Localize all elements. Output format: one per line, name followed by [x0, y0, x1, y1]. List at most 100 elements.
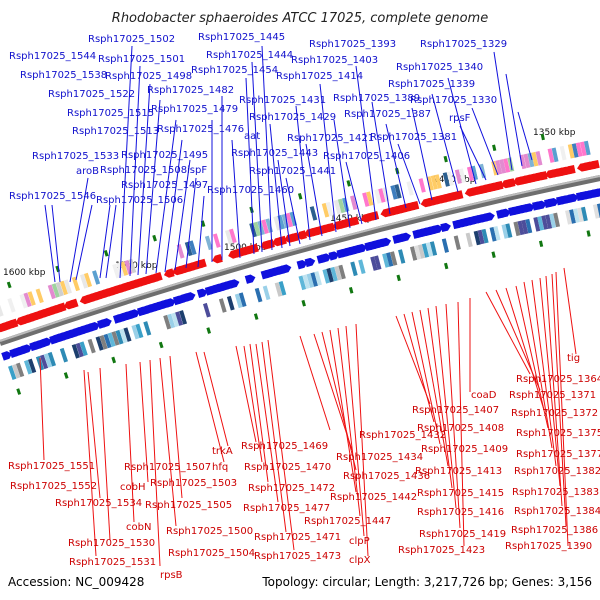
feature-bar [55, 281, 64, 297]
feature-bar [43, 285, 52, 301]
feature-bar [301, 208, 310, 223]
gene-label: Rsph17025_1551 [8, 461, 95, 472]
leader-line [245, 77, 255, 255]
gene-label: Rsph17025_1502 [88, 34, 175, 45]
forward-gene-arrow [244, 274, 256, 284]
gene-label: Rsph17025_1421 [287, 133, 374, 144]
leader-line [39, 357, 45, 461]
gene-label: tig [567, 353, 580, 364]
feature-bar [226, 295, 235, 311]
gene-label: Rsph17025_1387 [344, 109, 431, 120]
forward-gene-arrow [548, 197, 559, 208]
feature-bar [302, 274, 311, 289]
feature-bar [378, 188, 386, 203]
leader-line [299, 335, 331, 431]
gene-label: Rsph17025_1406 [323, 151, 410, 162]
forward-gene-arrow [595, 187, 600, 197]
feature-bar [253, 221, 261, 237]
feature-bar [583, 140, 591, 156]
gene-label: Rsph17025_1472 [248, 483, 335, 494]
feature-bar [592, 204, 600, 219]
feature-bar [175, 311, 184, 326]
gene-label: Rsph17025_1372 [511, 408, 598, 419]
forward-gene-arrow [296, 260, 308, 270]
feature-bar [421, 243, 430, 258]
leader-line [261, 341, 287, 533]
reverse-gene-arrow [452, 190, 464, 200]
feature-bar [394, 184, 402, 199]
gene-label: Rsph17025_1429 [249, 112, 336, 123]
gene-label: Rsph17025_1389 [333, 93, 420, 104]
feature-bar [370, 256, 378, 271]
leader-line [403, 313, 435, 423]
forward-gene-labels: Rsph17025_1502 Rsph17025_1445 Rsph17025_… [9, 32, 507, 206]
gene-label: aroB [76, 166, 99, 177]
forward-gene-arrow [89, 321, 100, 332]
feature-bar [112, 263, 121, 279]
feature-bar [503, 158, 511, 173]
feature-bar [559, 145, 567, 161]
feature-bar [298, 275, 307, 291]
feature-bar [254, 287, 263, 303]
leader-line [164, 139, 183, 273]
feature-bar [350, 261, 358, 277]
gene-label: Rsph17025_1375 [516, 428, 600, 439]
feature-bar [314, 271, 322, 286]
leader-line [75, 204, 93, 281]
forward-gene-arrow [380, 237, 392, 247]
gene-label: Rsph17025_1330 [410, 95, 497, 106]
gene-label: coaD [471, 390, 497, 401]
reverse-gene-arrow [565, 165, 576, 175]
gene-label: Rsph17025_1414 [276, 71, 363, 82]
leader-line [355, 323, 369, 557]
feature-bar [358, 259, 366, 274]
feature-bar [218, 298, 227, 313]
gene-label: Rsph17025_1436 [343, 471, 430, 482]
forward-gene-arrow [320, 253, 332, 263]
gene-label: cobN [126, 522, 151, 533]
rna-tick [540, 133, 545, 141]
feature-bar [163, 314, 172, 330]
gene-label: Rsph17025_1445 [198, 32, 285, 43]
feature-bar [15, 362, 25, 378]
leader-line [137, 83, 151, 276]
forward-gene-arrow [1, 351, 12, 361]
leader-line [139, 361, 149, 483]
leader-line [431, 93, 459, 193]
feature-bar [79, 274, 89, 289]
feature-bar [465, 232, 473, 248]
feature-bar [575, 142, 583, 157]
feature-bar [481, 228, 489, 244]
leader-line [457, 301, 465, 547]
gene-label: aat [244, 131, 260, 142]
gene-label: Rsph17025_1383 [512, 487, 599, 498]
feature-bar [245, 224, 253, 239]
gene-label: Rsph17025_1393 [309, 39, 396, 50]
gene-label: Rsph17025_1513 [72, 126, 159, 137]
feature-bar [390, 185, 398, 200]
feature-bar [285, 212, 294, 228]
leader-line [105, 204, 117, 279]
feature-bar [499, 159, 507, 174]
feature-bar [370, 190, 378, 205]
reverse-gene-arrow [408, 200, 420, 211]
leader-line [285, 177, 301, 245]
feature-bar [437, 239, 446, 254]
reverse-gene-labels: tig Rsph17025_1364 coaD Rsph17025_1371 R… [8, 353, 600, 581]
feature-bar [517, 220, 525, 236]
leader-line [329, 329, 357, 493]
leader-line [471, 107, 499, 176]
feature-bar [409, 246, 418, 261]
feature-bar [382, 253, 390, 268]
feature-bar [573, 208, 580, 223]
rna-tick [158, 341, 164, 349]
reverse-gene-arrow [492, 180, 504, 191]
leader-line [545, 275, 563, 507]
leader-line [563, 267, 577, 355]
feature-bar [567, 144, 575, 159]
feature-bar [273, 216, 282, 231]
gene-label: Rsph17025_1505 [145, 500, 232, 511]
feature-bar [238, 292, 247, 307]
feature-bar [99, 335, 108, 350]
